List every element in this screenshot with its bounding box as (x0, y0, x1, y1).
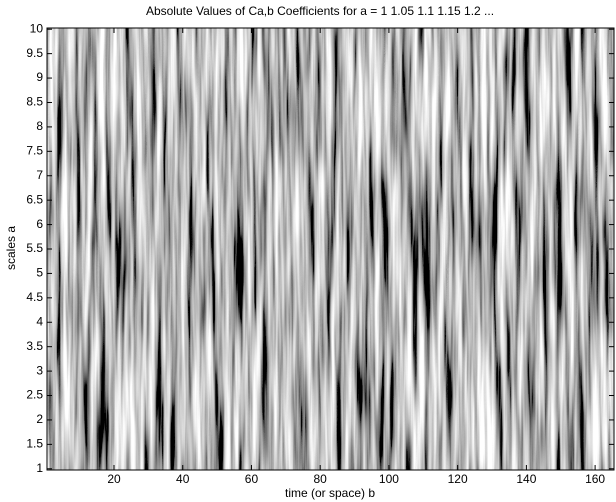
x-tick-label: 40 (176, 472, 190, 486)
y-tick-label: 6.5 (26, 192, 43, 206)
x-tick-label: 160 (585, 472, 605, 486)
y-tick-label: 7.5 (26, 143, 43, 157)
x-tick-label: 20 (107, 472, 121, 486)
y-tick-label: 6 (36, 217, 43, 231)
x-tick-label: 60 (245, 472, 259, 486)
x-tick-label: 120 (448, 472, 468, 486)
x-tick-label: 100 (379, 472, 399, 486)
y-tick-label: 8.5 (26, 95, 43, 109)
y-tick-label: 2.5 (26, 388, 43, 402)
x-tick-label: 80 (314, 472, 328, 486)
y-tick-label: 9 (36, 70, 43, 84)
y-tick-label: 5 (36, 266, 43, 280)
y-tick-label: 3.5 (26, 339, 43, 353)
y-tick-label: 5.5 (26, 241, 43, 255)
x-tick-label: 140 (516, 472, 536, 486)
scalogram-image (47, 28, 614, 470)
x-axis-label: time (or space) b (285, 486, 375, 500)
y-tick-label: 10 (30, 21, 44, 35)
y-axis-label: scales a (4, 226, 18, 270)
y-tick-label: 4 (36, 314, 43, 328)
chart-title: Absolute Values of Ca,b Coefficients for… (146, 4, 494, 18)
y-tick-label: 4.5 (26, 290, 43, 304)
y-tick-label: 2 (36, 412, 43, 426)
y-tick-label: 7 (36, 168, 43, 182)
y-tick-label: 3 (36, 363, 43, 377)
y-tick-label: 9.5 (26, 46, 43, 60)
y-tick-label: 8 (36, 119, 43, 133)
y-tick-label: 1 (36, 461, 43, 475)
y-tick-label: 1.5 (26, 437, 43, 451)
